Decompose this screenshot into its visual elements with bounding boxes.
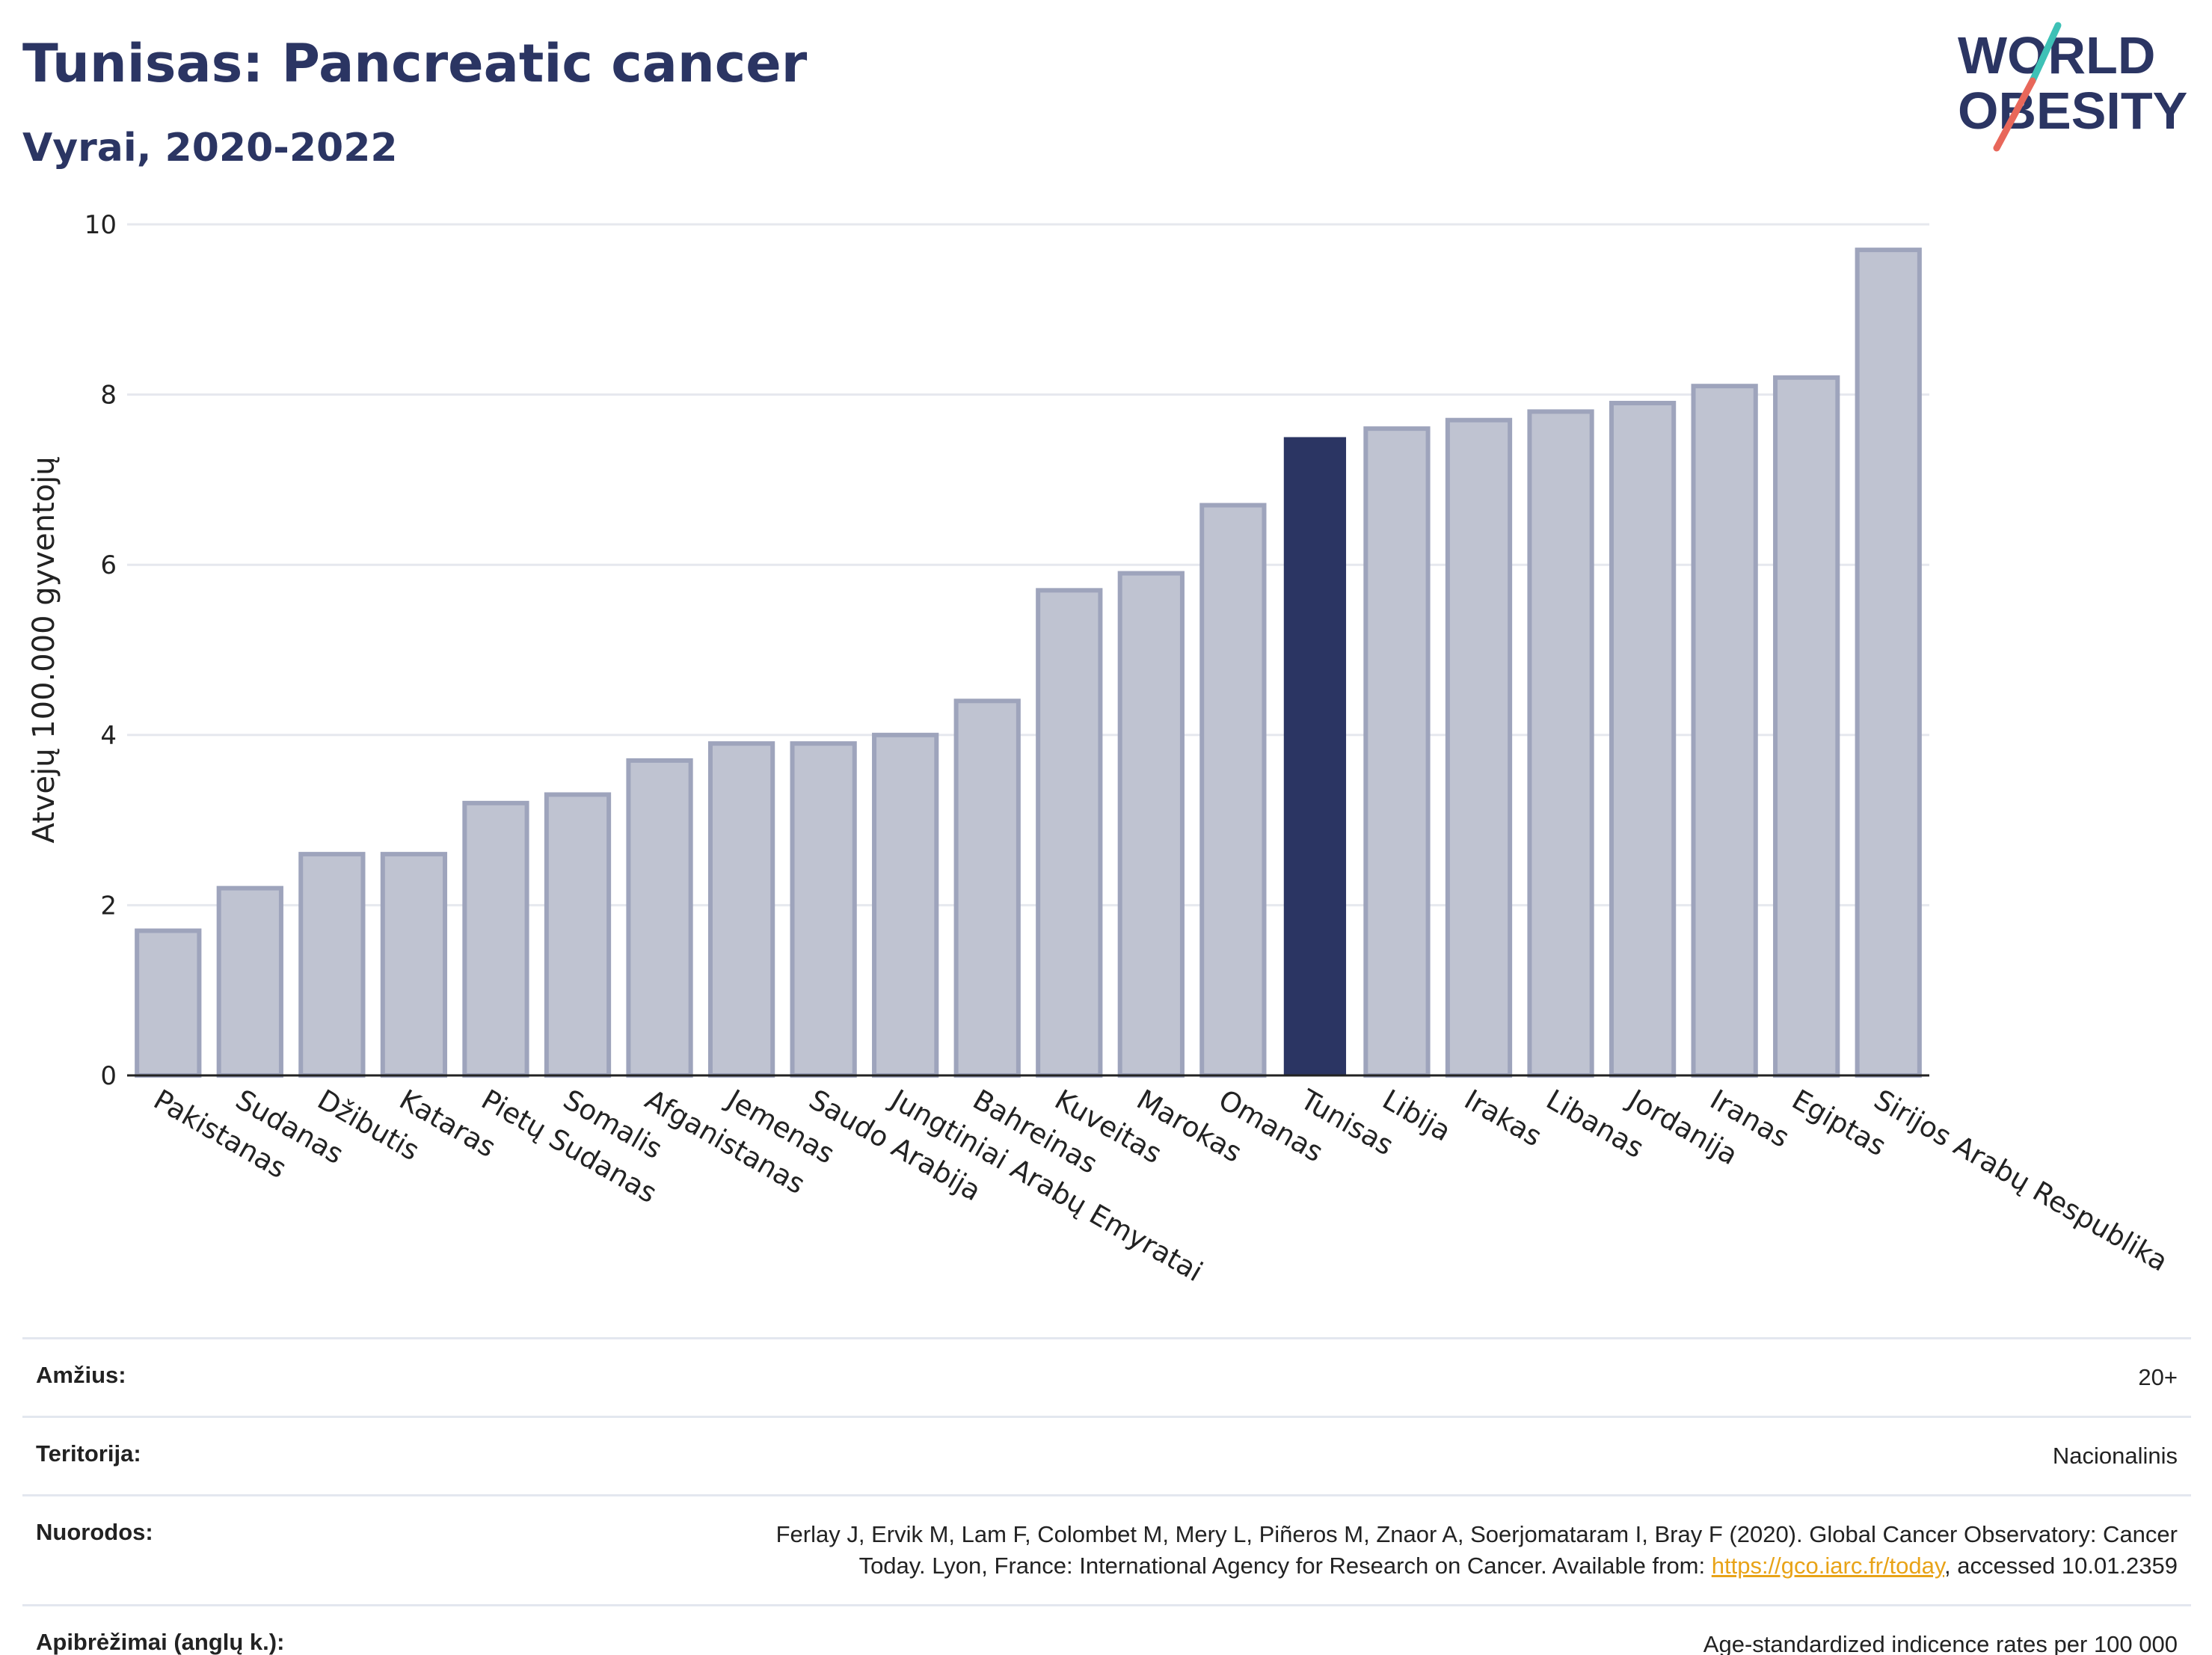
reference-text-line1: Ferlay J, Ervik M, Lam F, Colombet M, Me… (775, 1521, 2178, 1547)
x-tick-label: Sirijos Arabų Respublika (1869, 1084, 2173, 1278)
reference-text-suffix: , accessed 10.01.2359 (1944, 1553, 2178, 1579)
bar (1036, 588, 1103, 1078)
meta-row-age: Amžius: 20+ (22, 1337, 2191, 1416)
bar-highlight (1283, 437, 1347, 1075)
bar (872, 732, 939, 1078)
y-tick-label: 4 (100, 721, 117, 751)
bar (380, 852, 448, 1078)
bar (1117, 571, 1185, 1078)
y-tick-label: 6 (100, 550, 117, 580)
reference-link[interactable]: https://gco.iarc.fr/today (1711, 1553, 1945, 1579)
y-axis-label: Atvejų 100.000 gyventojų (27, 456, 61, 843)
bar (1691, 384, 1758, 1078)
metadata-table: Amžius: 20+ Teritorija: Nacionalinis Nuo… (22, 1337, 2191, 1655)
meta-references-value: Ferlay J, Ervik M, Lam F, Colombet M, Me… (763, 1496, 2191, 1604)
meta-row-references: Nuorodos: Ferlay J, Ervik M, Lam F, Colo… (22, 1494, 2191, 1604)
meta-row-definitions: Apibrėžimai (anglų k.): Age-standardized… (22, 1604, 2191, 1655)
bar (953, 698, 1021, 1078)
y-tick-label: 2 (100, 891, 117, 921)
bar (707, 741, 775, 1078)
bar (1609, 400, 1677, 1078)
logo-slash-teal (2029, 22, 2062, 85)
y-tick-label: 0 (100, 1061, 117, 1091)
bar (1363, 426, 1431, 1078)
y-tick-label: 10 (85, 210, 117, 240)
x-tick-label: Irakas (1459, 1084, 1547, 1153)
bar (216, 885, 283, 1078)
bar (790, 741, 857, 1078)
meta-references-label: Nuorodos: (36, 1519, 153, 1545)
x-tick-label: Egiptas (1787, 1084, 1891, 1163)
bar (1773, 375, 1840, 1078)
meta-row-territory: Teritorija: Nacionalinis (22, 1416, 2191, 1494)
meta-definitions-value: Age-standardized indicence rates per 100… (1703, 1631, 2178, 1655)
y-tick-label: 8 (100, 381, 117, 411)
bar (298, 852, 366, 1078)
meta-territory-value: Nacionalinis (2052, 1443, 2178, 1469)
bar (1445, 417, 1513, 1078)
bar (135, 928, 202, 1078)
reference-text-line2: Today. Lyon, France: International Agenc… (858, 1553, 1712, 1579)
chart-title: Tunisas: Pancreatic cancer (22, 33, 808, 94)
bar (626, 758, 693, 1078)
world-obesity-logo: WORLD OBESITY (1958, 22, 2187, 152)
meta-age-label: Amžius: (36, 1362, 126, 1388)
meta-age-value: 20+ (2138, 1364, 2178, 1390)
bar (544, 792, 612, 1078)
logo-slash-coral (1993, 77, 2036, 152)
logo-word-obesity: OBESITY (1958, 82, 2187, 140)
bar (1855, 248, 1922, 1078)
bar (1199, 503, 1267, 1078)
bar (1527, 409, 1594, 1078)
bar (462, 800, 529, 1078)
meta-territory-label: Teritorija: (36, 1440, 141, 1467)
chart-subtitle: Vyrai, 2020-2022 (22, 126, 398, 171)
meta-definitions-label: Apibrėžimai (anglų k.): (36, 1629, 285, 1655)
